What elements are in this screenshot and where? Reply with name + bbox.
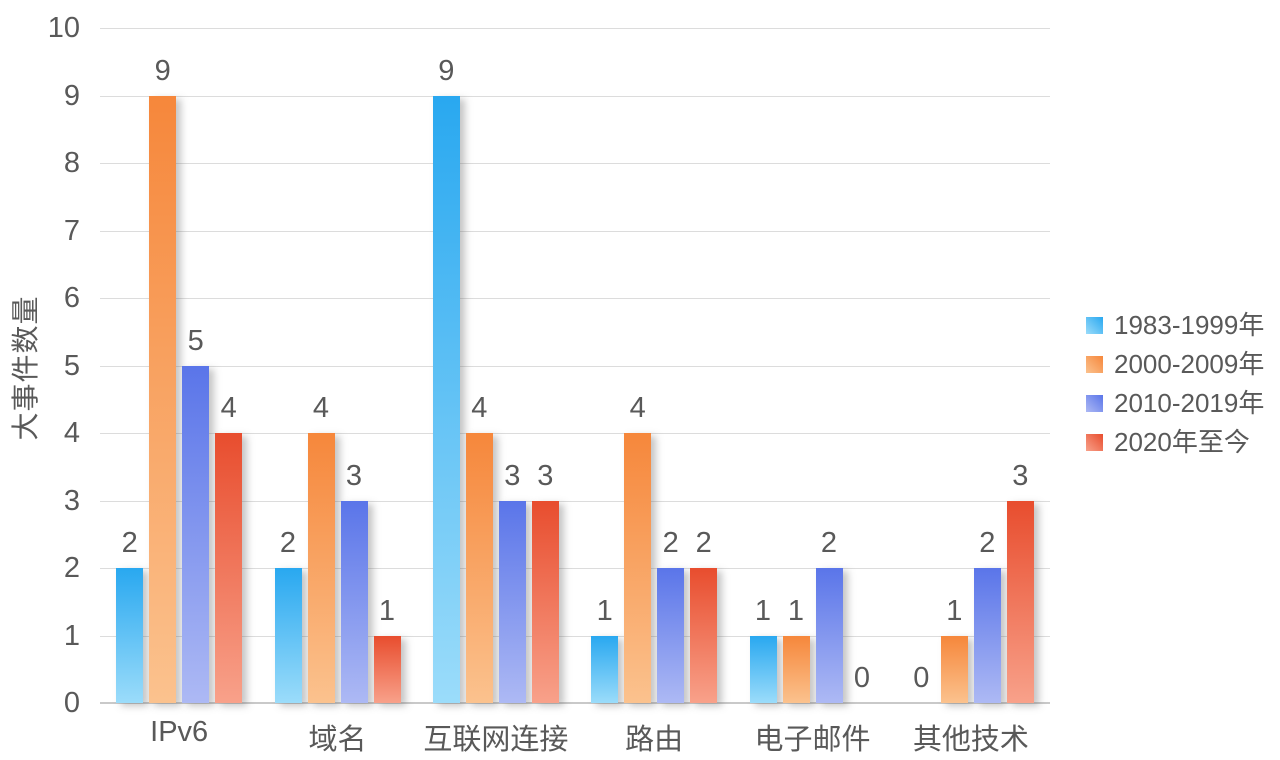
bar-value-label: 0: [913, 662, 930, 694]
y-tick-label: 2: [63, 552, 80, 584]
bar-value-label: 0: [853, 662, 871, 694]
bar-互联网连接-2020年至今: 3: [531, 460, 559, 703]
bar-互联网连接-1983-1999年: 9: [432, 55, 460, 703]
bar-其他技术-2000-2009年: 1: [940, 595, 968, 703]
legend-item-2000-2009年: 2000-2009年: [1086, 351, 1264, 378]
x-axis-label-电子邮件: 电子邮件: [754, 724, 871, 756]
legend-item-1983-1999年: 1983-1999年: [1086, 312, 1264, 339]
bar-域名-2020年至今: 1: [373, 595, 401, 703]
y-tick-label: 8: [63, 147, 80, 179]
legend-label: 1983-1999年: [1114, 310, 1265, 340]
bar-value-label: 9: [438, 54, 455, 87]
bar-IPv6-2010-2019年: 5: [182, 325, 210, 703]
legend-label: 2000-2009年: [1114, 349, 1265, 379]
y-tick-label: 6: [63, 282, 80, 314]
bar-value-label: 4: [471, 392, 488, 424]
x-axis-baseline: [100, 702, 1050, 704]
y-tick-label: 0: [63, 687, 80, 719]
bar-value-label: 3: [345, 459, 363, 492]
gridline: [100, 500, 1050, 502]
legend-label: 2020年至今: [1114, 427, 1250, 457]
x-axis-label-路由: 路由: [625, 724, 684, 756]
y-tick-label: 7: [63, 214, 80, 247]
bar-value-label: 9: [154, 54, 171, 87]
legend-swatch-icon: [1086, 356, 1103, 373]
y-tick-label: 5: [63, 349, 80, 382]
gridline: [100, 298, 1050, 299]
gridline: [100, 163, 1050, 164]
bar-value-label: 1: [378, 594, 396, 627]
gridline: [100, 95, 1050, 97]
bar-IPv6-2020年至今: 4: [215, 392, 243, 703]
bar-路由-2010-2019年: 2: [657, 527, 685, 703]
legend-swatch-icon: [1086, 395, 1103, 412]
bar-group-IPv6: 2 9 5 4: [116, 55, 243, 703]
bar-其他技术-2010-2019年: 2: [973, 527, 1001, 703]
bar-域名-2010-2019年: 3: [340, 460, 368, 703]
bar-value-label: 1: [946, 594, 963, 627]
y-tick-label: 3: [63, 484, 80, 517]
bar-value-label: 4: [220, 392, 237, 424]
bar-value-label: 2: [662, 527, 679, 559]
gridline: [100, 433, 1050, 434]
bar-group-域名: 2 4 3 1: [274, 392, 401, 703]
bar-value-label: 3: [504, 459, 521, 492]
bar-value-label: 3: [537, 459, 554, 492]
legend-item-2010-2019年: 2010-2019年: [1086, 390, 1264, 417]
x-axis-label-域名: 域名: [308, 724, 367, 756]
x-axis-label-互联网连接: 互联网连接: [423, 724, 569, 756]
gridline: [100, 365, 1050, 367]
gridline: [100, 635, 1050, 637]
bar-互联网连接-2010-2019年: 3: [498, 460, 526, 703]
bar-value-label: 5: [187, 324, 204, 357]
y-tick-label: 1: [63, 619, 80, 652]
bar-value-label: 2: [695, 527, 712, 559]
bar-IPv6-1983-1999年: 2: [116, 527, 144, 703]
y-tick-label: 10: [47, 12, 80, 44]
bar-value-label: 4: [629, 392, 646, 424]
legend: 1983-1999年 2000-2009年 2010-2019年 2020年至今: [1086, 312, 1264, 468]
bar-路由-2000-2009年: 4: [624, 392, 652, 703]
gridline: [100, 230, 1050, 232]
legend-swatch-icon: [1086, 434, 1103, 451]
bar-value-label: 2: [121, 527, 138, 559]
legend-item-2020年至今: 2020年至今: [1086, 429, 1264, 456]
gridline: [100, 568, 1050, 569]
bar-group-其他技术: 0 1 2 3: [908, 460, 1034, 703]
bar-域名-1983-1999年: 2: [274, 527, 302, 703]
x-axis-label-其他技术: 其他技术: [912, 724, 1029, 756]
bar-其他技术-2020年至今: 3: [1006, 460, 1034, 703]
legend-label: 2010-2019年: [1114, 388, 1265, 418]
bar-电子邮件-2010-2019年: 2: [815, 527, 843, 703]
bar-value-label: 2: [820, 527, 838, 559]
gridline: [100, 28, 1050, 29]
bar-value-label: 2: [979, 527, 996, 559]
legend-swatch-icon: [1086, 317, 1103, 334]
y-tick-label: 4: [63, 417, 80, 449]
bar-value-label: 2: [279, 527, 297, 559]
bar-IPv6-2000-2009年: 9: [149, 55, 177, 703]
bar-value-label: 1: [787, 594, 805, 627]
bar-value-label: 3: [1012, 459, 1029, 492]
bar-电子邮件-2000-2009年: 1: [782, 595, 810, 703]
y-tick-label: 9: [63, 79, 80, 112]
bar-路由-1983-1999年: 1: [591, 595, 619, 703]
bar-value-label: 1: [596, 594, 613, 627]
bar-域名-2000-2009年: 4: [307, 392, 335, 703]
bar-value-label: 4: [312, 392, 330, 424]
x-axis-label-IPv6: IPv6: [150, 716, 209, 748]
bar-互联网连接-2000-2009年: 4: [465, 392, 493, 703]
bar-路由-2020年至今: 2: [690, 527, 718, 703]
bar-value-label: 1: [754, 594, 772, 627]
bar-电子邮件-1983-1999年: 1: [749, 595, 777, 703]
